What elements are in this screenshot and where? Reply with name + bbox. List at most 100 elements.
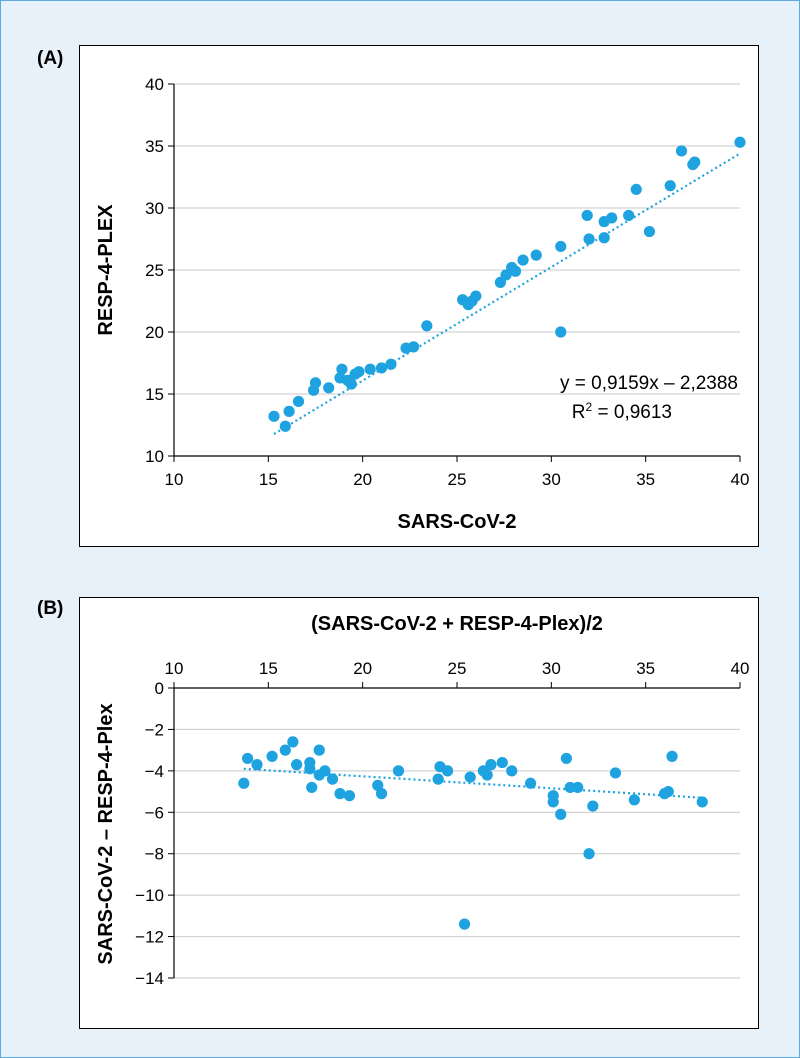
x-tick-label: 35 <box>636 470 655 489</box>
data-point <box>251 759 263 771</box>
data-point <box>326 773 339 785</box>
y-tick-label: 0 <box>155 679 164 698</box>
data-point <box>343 790 356 802</box>
data-point <box>313 744 325 756</box>
data-point <box>623 209 635 222</box>
scatter-chart-a: 10 15 20 25 30 35 40 10 15 20 25 30 35 40 y = 0,9159x … <box>95 75 750 533</box>
y-tick-label: −12 <box>135 928 164 947</box>
data-point <box>675 145 688 157</box>
data-point <box>555 808 567 820</box>
x-tick-label: 30 <box>542 659 561 678</box>
panel-b: 0 −2 −4 −6 −8 −10 −12 −14 10 15 20 25 30 35 40 (SARS-Co… <box>79 597 759 1029</box>
data-point <box>572 781 584 794</box>
data-point <box>291 759 303 771</box>
x-tick-label: 35 <box>636 659 655 678</box>
x-tick-label: 25 <box>448 470 467 489</box>
y-tick-label: 10 <box>145 447 164 466</box>
data-point <box>481 769 493 781</box>
data-point <box>287 736 299 748</box>
data-point <box>304 763 316 775</box>
y-tick-label: 40 <box>145 75 164 94</box>
x-tick-label: 15 <box>259 659 278 678</box>
panel-a-label: (A) <box>37 48 64 69</box>
data-point <box>560 752 573 765</box>
data-point <box>496 756 508 769</box>
data-point <box>408 341 420 353</box>
x-tick-label: 20 <box>353 470 372 489</box>
y-tick-label: 30 <box>145 199 164 218</box>
data-point <box>517 254 529 266</box>
data-point <box>628 794 640 806</box>
data-point <box>509 265 522 277</box>
data-point <box>292 395 305 408</box>
data-point <box>432 773 444 785</box>
x-axis-title: (SARS-CoV-2 + RESP-4-Plex)/2 <box>311 613 603 635</box>
data-point <box>279 744 291 756</box>
scatter-chart-b: 0 −2 −4 −6 −8 −10 −12 −14 10 15 20 25 30 35 40 (SARS-Co… <box>95 613 750 988</box>
data-point <box>606 212 618 224</box>
y-tick-label: −10 <box>135 886 164 905</box>
data-point <box>279 420 291 432</box>
data-point <box>306 781 318 794</box>
data-point <box>375 362 388 374</box>
data-point <box>334 788 346 800</box>
data-point <box>470 290 482 302</box>
data-point <box>506 765 518 777</box>
data-point <box>309 377 322 389</box>
panel-a: 10 15 20 25 30 35 40 10 15 20 25 30 35 40 y = 0,9159x … <box>79 45 759 547</box>
y-tick-label: −14 <box>135 969 164 988</box>
x-axis-title: SARS-CoV-2 <box>398 511 517 533</box>
data-point <box>689 156 701 168</box>
data-point <box>583 848 595 860</box>
data-point <box>353 366 365 378</box>
y-tick-label: −2 <box>145 720 164 739</box>
y-tick-label: −6 <box>145 803 164 822</box>
data-point <box>555 326 567 338</box>
data-point <box>241 752 254 765</box>
data-point <box>238 777 250 789</box>
y-tick-label: 20 <box>145 323 164 342</box>
data-point <box>392 765 405 777</box>
y-tick-label: −4 <box>145 762 164 781</box>
data-point <box>581 209 593 222</box>
data-point <box>587 800 599 812</box>
x-tick-label: 15 <box>259 470 278 489</box>
data-point <box>666 750 678 762</box>
regression-equation: y = 0,9159x – 2,2388 <box>560 373 738 394</box>
x-tick-label: 40 <box>731 470 750 489</box>
data-point <box>345 378 357 390</box>
data-point <box>662 785 674 798</box>
x-tick-label: 10 <box>165 470 184 489</box>
data-point <box>524 777 537 789</box>
data-point <box>364 363 376 375</box>
y-tick-label: −8 <box>145 845 164 864</box>
y-tick-label: 35 <box>145 137 164 156</box>
data-point <box>336 363 348 375</box>
data-point <box>547 796 559 808</box>
x-tick-label: 25 <box>448 659 467 678</box>
data-point <box>268 410 280 422</box>
x-tick-label: 40 <box>731 659 750 678</box>
data-point <box>441 765 454 777</box>
data-point <box>375 788 388 800</box>
data-point <box>696 796 708 808</box>
x-tick-label: 30 <box>542 470 561 489</box>
data-point <box>385 358 397 370</box>
data-point <box>266 750 278 762</box>
data-point <box>464 771 476 783</box>
data-point <box>734 136 746 148</box>
data-point <box>485 759 497 771</box>
y-tick-label: 25 <box>145 261 164 280</box>
data-point <box>664 180 676 192</box>
data-point <box>598 232 610 244</box>
data-point <box>458 918 471 930</box>
data-point <box>583 233 595 245</box>
data-point <box>609 767 622 779</box>
panel-b-label: (B) <box>37 598 64 619</box>
data-point <box>421 320 433 332</box>
x-tick-label: 20 <box>353 659 372 678</box>
data-point <box>283 405 295 417</box>
data-point <box>319 765 331 777</box>
y-axis-title: SARS-CoV-2 – RESP-4-Plex <box>95 703 117 964</box>
